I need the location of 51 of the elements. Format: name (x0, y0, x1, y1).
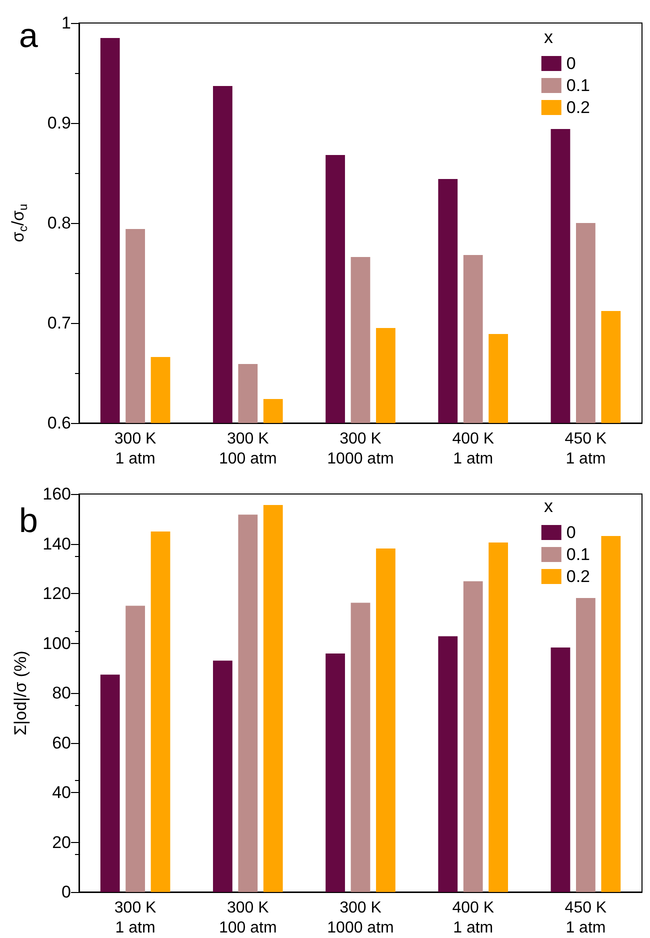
x-tick-label: 300 K 100 atm (218, 430, 277, 468)
legend-title: x (544, 496, 553, 516)
y-tick-label: 60 (52, 733, 71, 752)
chart-title: b (19, 502, 38, 540)
x-tick-label: 300 K 1000 atm (327, 430, 394, 468)
bar (238, 514, 258, 892)
chart-title: a (19, 17, 38, 55)
y-tick-label: 0.9 (47, 114, 71, 132)
x-tick-label: 300 K 1 atm (114, 900, 157, 936)
bar (488, 542, 508, 892)
y-tick-label: 1 (62, 14, 71, 32)
bar (326, 653, 345, 892)
x-tick-label: 300 K 1000 atm (327, 900, 394, 936)
x-tick-label: 300 K 1 atm (114, 430, 157, 468)
bar (212, 660, 232, 892)
legend-label: 0 (566, 523, 576, 542)
y-tick-label: 0.7 (47, 314, 71, 332)
x-tick-label: 400 K 1 atm (452, 900, 494, 936)
bar (576, 598, 596, 892)
bar (463, 581, 483, 892)
x-tick-label: 450 K 1 atm (564, 900, 607, 936)
y-tick-label: 100 (42, 634, 71, 653)
y-tick-label: 160 (42, 484, 71, 504)
bar (601, 536, 621, 892)
bar (263, 504, 283, 892)
bar (126, 606, 145, 892)
y-tick-label: 140 (42, 534, 71, 554)
x-tick-label: 300 K 100 atm (218, 900, 277, 936)
legend-label: 0.2 (566, 567, 590, 586)
y-tick-label: 0 (62, 882, 71, 902)
bar (438, 636, 458, 892)
bar (150, 532, 170, 892)
legend-label: 0.1 (566, 76, 590, 95)
x-tick-label: 450 K 1 atm (564, 430, 607, 468)
y-tick-label: 0.6 (47, 414, 71, 432)
y-tick-label: 0.8 (47, 214, 71, 232)
bar (376, 548, 396, 892)
legend-title: x (544, 27, 553, 47)
y-tick-label: 80 (52, 684, 71, 702)
legend-label: 0.2 (566, 98, 590, 117)
y-tick-label: 40 (52, 783, 71, 802)
bar (100, 674, 120, 892)
y-axis-title: Σ|od|/σ (%) (11, 650, 30, 736)
bar (350, 602, 370, 892)
legend-label: 0 (566, 54, 576, 73)
x-tick-label: 400 K 1 atm (452, 430, 494, 468)
legend-label: 0.1 (566, 545, 590, 564)
y-tick-label: 120 (42, 584, 71, 603)
bar (550, 647, 570, 892)
y-axis-title: σc/σu (8, 204, 30, 242)
y-tick-label: 20 (52, 832, 71, 852)
